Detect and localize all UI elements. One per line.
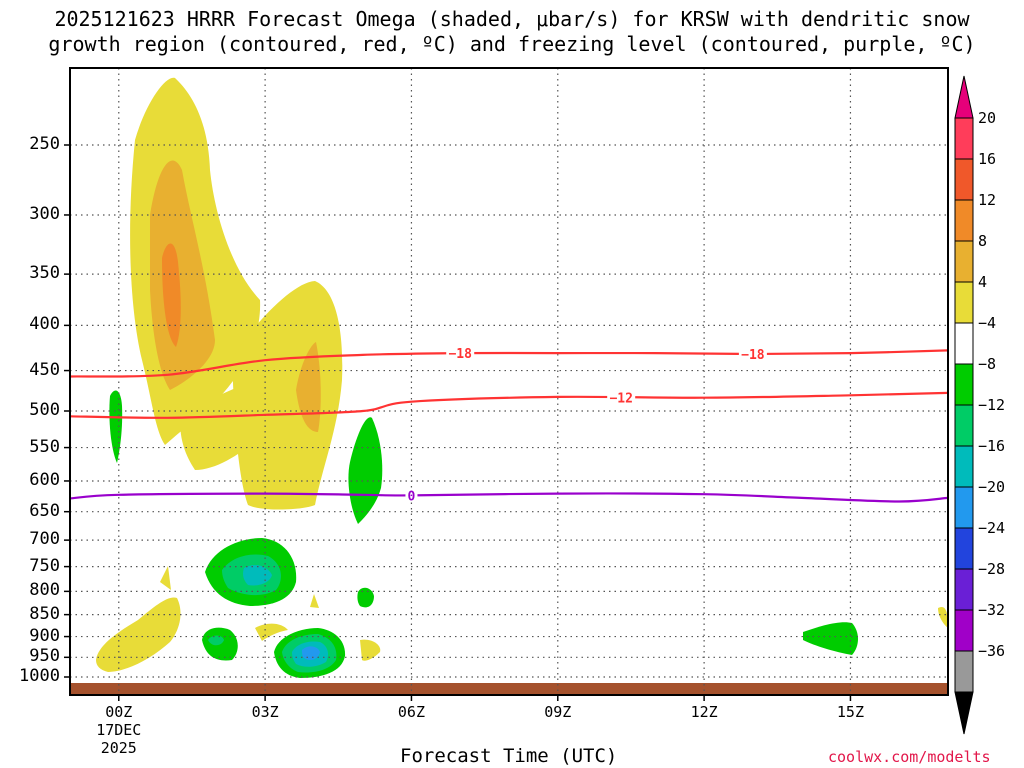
omega-pos-12-main: [162, 243, 181, 347]
colorbar-label-8: −16: [978, 437, 1006, 455]
colorbar-label-1: 16: [978, 150, 997, 168]
isotherm-dgz-lower: [70, 391, 948, 419]
x-tick-label-00Z-sub2: 2025: [100, 739, 137, 757]
colorbar-label-12: −32: [978, 601, 1006, 619]
y-tick-label-550: 550: [29, 436, 60, 457]
y-tick-label-300: 300: [29, 203, 60, 224]
omega-pos-8-main: [150, 160, 215, 390]
y-tick-label-1000: 1000: [19, 666, 60, 686]
y-tick-label-500: 500: [29, 400, 60, 420]
omega-neg-05z-low: [357, 587, 374, 608]
y-tick-label-650: 650: [29, 500, 60, 521]
ground-strip: [70, 683, 948, 695]
omega-pos-sfc-left: [96, 597, 181, 672]
x-tick-label-06Z: 06Z: [397, 703, 425, 721]
y-tick-label-250: 250: [29, 134, 60, 154]
credit-link[interactable]: coolwx.com/modelts: [828, 748, 991, 766]
y-tick-label-950: 950: [29, 646, 60, 667]
colorbar-swatch-13: [954, 650, 974, 693]
colorbar-swatch-8: [954, 445, 974, 488]
y-tick-label-700: 700: [29, 529, 60, 550]
x-tick-label-03Z: 03Z: [251, 703, 279, 721]
y-tick-label-450: 450: [29, 359, 60, 380]
colorbar-swatch-12: [954, 609, 974, 652]
x-tick-label-09Z: 09Z: [544, 703, 572, 721]
omega-pos-8-plume: [296, 342, 321, 432]
colorbar: [954, 75, 974, 735]
isotherm-label-bg: [405, 488, 418, 503]
colorbar-swatch-1: [954, 158, 974, 201]
omega-pos-sfc-right: [360, 639, 381, 661]
omega-pos-sfc-mid: [255, 623, 288, 641]
colorbar-swatch-9: [954, 486, 974, 529]
omega-pos-edge-right: [938, 606, 948, 628]
isotherm-label-bg: [607, 390, 636, 405]
colorbar-label-4: 4: [978, 273, 988, 291]
colorbar-swatch-10: [954, 527, 974, 570]
colorbar-swatch-6: [954, 363, 974, 406]
colorbar-swatch-4: [954, 281, 974, 324]
x-tick-label-15Z: 15Z: [836, 703, 864, 721]
omega-neg-04z-core: [302, 646, 320, 660]
omega-pos-sfc-tick: [310, 594, 319, 608]
y-tick-label-850: 850: [29, 603, 60, 624]
colorbar-label-13: −36: [978, 642, 1006, 660]
colorbar-label-7: −12: [978, 396, 1006, 414]
x-axis-title: Forecast Time (UTC): [400, 745, 618, 767]
isotherm-label-bg: [446, 346, 475, 361]
x-tick-label-00Z-sub1: 17DEC: [96, 721, 142, 739]
isotherm-label-freezing-level-0: 0: [408, 489, 416, 504]
omega-neg-0215z-core: [208, 635, 224, 646]
colorbar-swatch-11: [954, 568, 974, 611]
isotherm-label-dgz-upper-1: −18: [741, 348, 765, 363]
colorbar-label-10: −24: [978, 519, 1006, 537]
gridlines: [70, 68, 948, 695]
isotherm-dgz-upper: [70, 349, 948, 378]
colorbar-label-6: −8: [978, 355, 997, 373]
colorbar-swatch-2: [954, 199, 974, 242]
x-tick-label-00Z: 00Z: [105, 703, 133, 721]
colorbar-swatch-0: [954, 117, 974, 160]
omega-neg-15z: [803, 622, 858, 655]
colorbar-label-3: 8: [978, 232, 988, 250]
colorbar-label-9: −20: [978, 478, 1006, 496]
colorbar-label-11: −28: [978, 560, 1006, 578]
y-tick-label-800: 800: [29, 580, 60, 601]
colorbar-swatch-3: [954, 240, 974, 283]
isotherm-label-dgz-lower-0: −12: [609, 391, 632, 406]
chart-title-line2: growth region (contoured, red, ºC) and f…: [48, 32, 976, 56]
plot-frame: [69, 67, 949, 696]
colorbar-label-0: 20: [978, 109, 997, 127]
y-tick-label-900: 900: [29, 625, 60, 646]
isotherm-label-dgz-upper-0: −18: [448, 347, 472, 362]
omega-neg-left-sliver: [109, 390, 123, 463]
isotherm-label-bg: [738, 347, 767, 362]
y-tick-label-350: 350: [29, 263, 60, 284]
isotherm-freezing-level: [70, 492, 948, 503]
colorbar-swatch-7: [954, 404, 974, 447]
y-tick-label-400: 400: [29, 314, 60, 335]
omega-pos-plume-yellow: [232, 281, 343, 510]
colorbar-swatch-5: [954, 322, 974, 365]
y-tick-label-750: 750: [29, 555, 60, 576]
colorbar-bottom-arrow: [954, 691, 974, 735]
omega-pos-sfc-spike: [160, 566, 171, 590]
colorbar-label-5: −4: [978, 314, 997, 332]
colorbar-label-2: 12: [978, 191, 997, 209]
omega-neg-05z: [348, 417, 383, 524]
y-tick-label-600: 600: [29, 469, 60, 490]
omega-pos-connect-yellow: [180, 385, 255, 470]
x-tick-label-12Z: 12Z: [690, 703, 718, 721]
chart-title-line1: 2025121623 HRRR Forecast Omega (shaded, …: [54, 7, 970, 31]
colorbar-top-arrow: [954, 75, 974, 119]
